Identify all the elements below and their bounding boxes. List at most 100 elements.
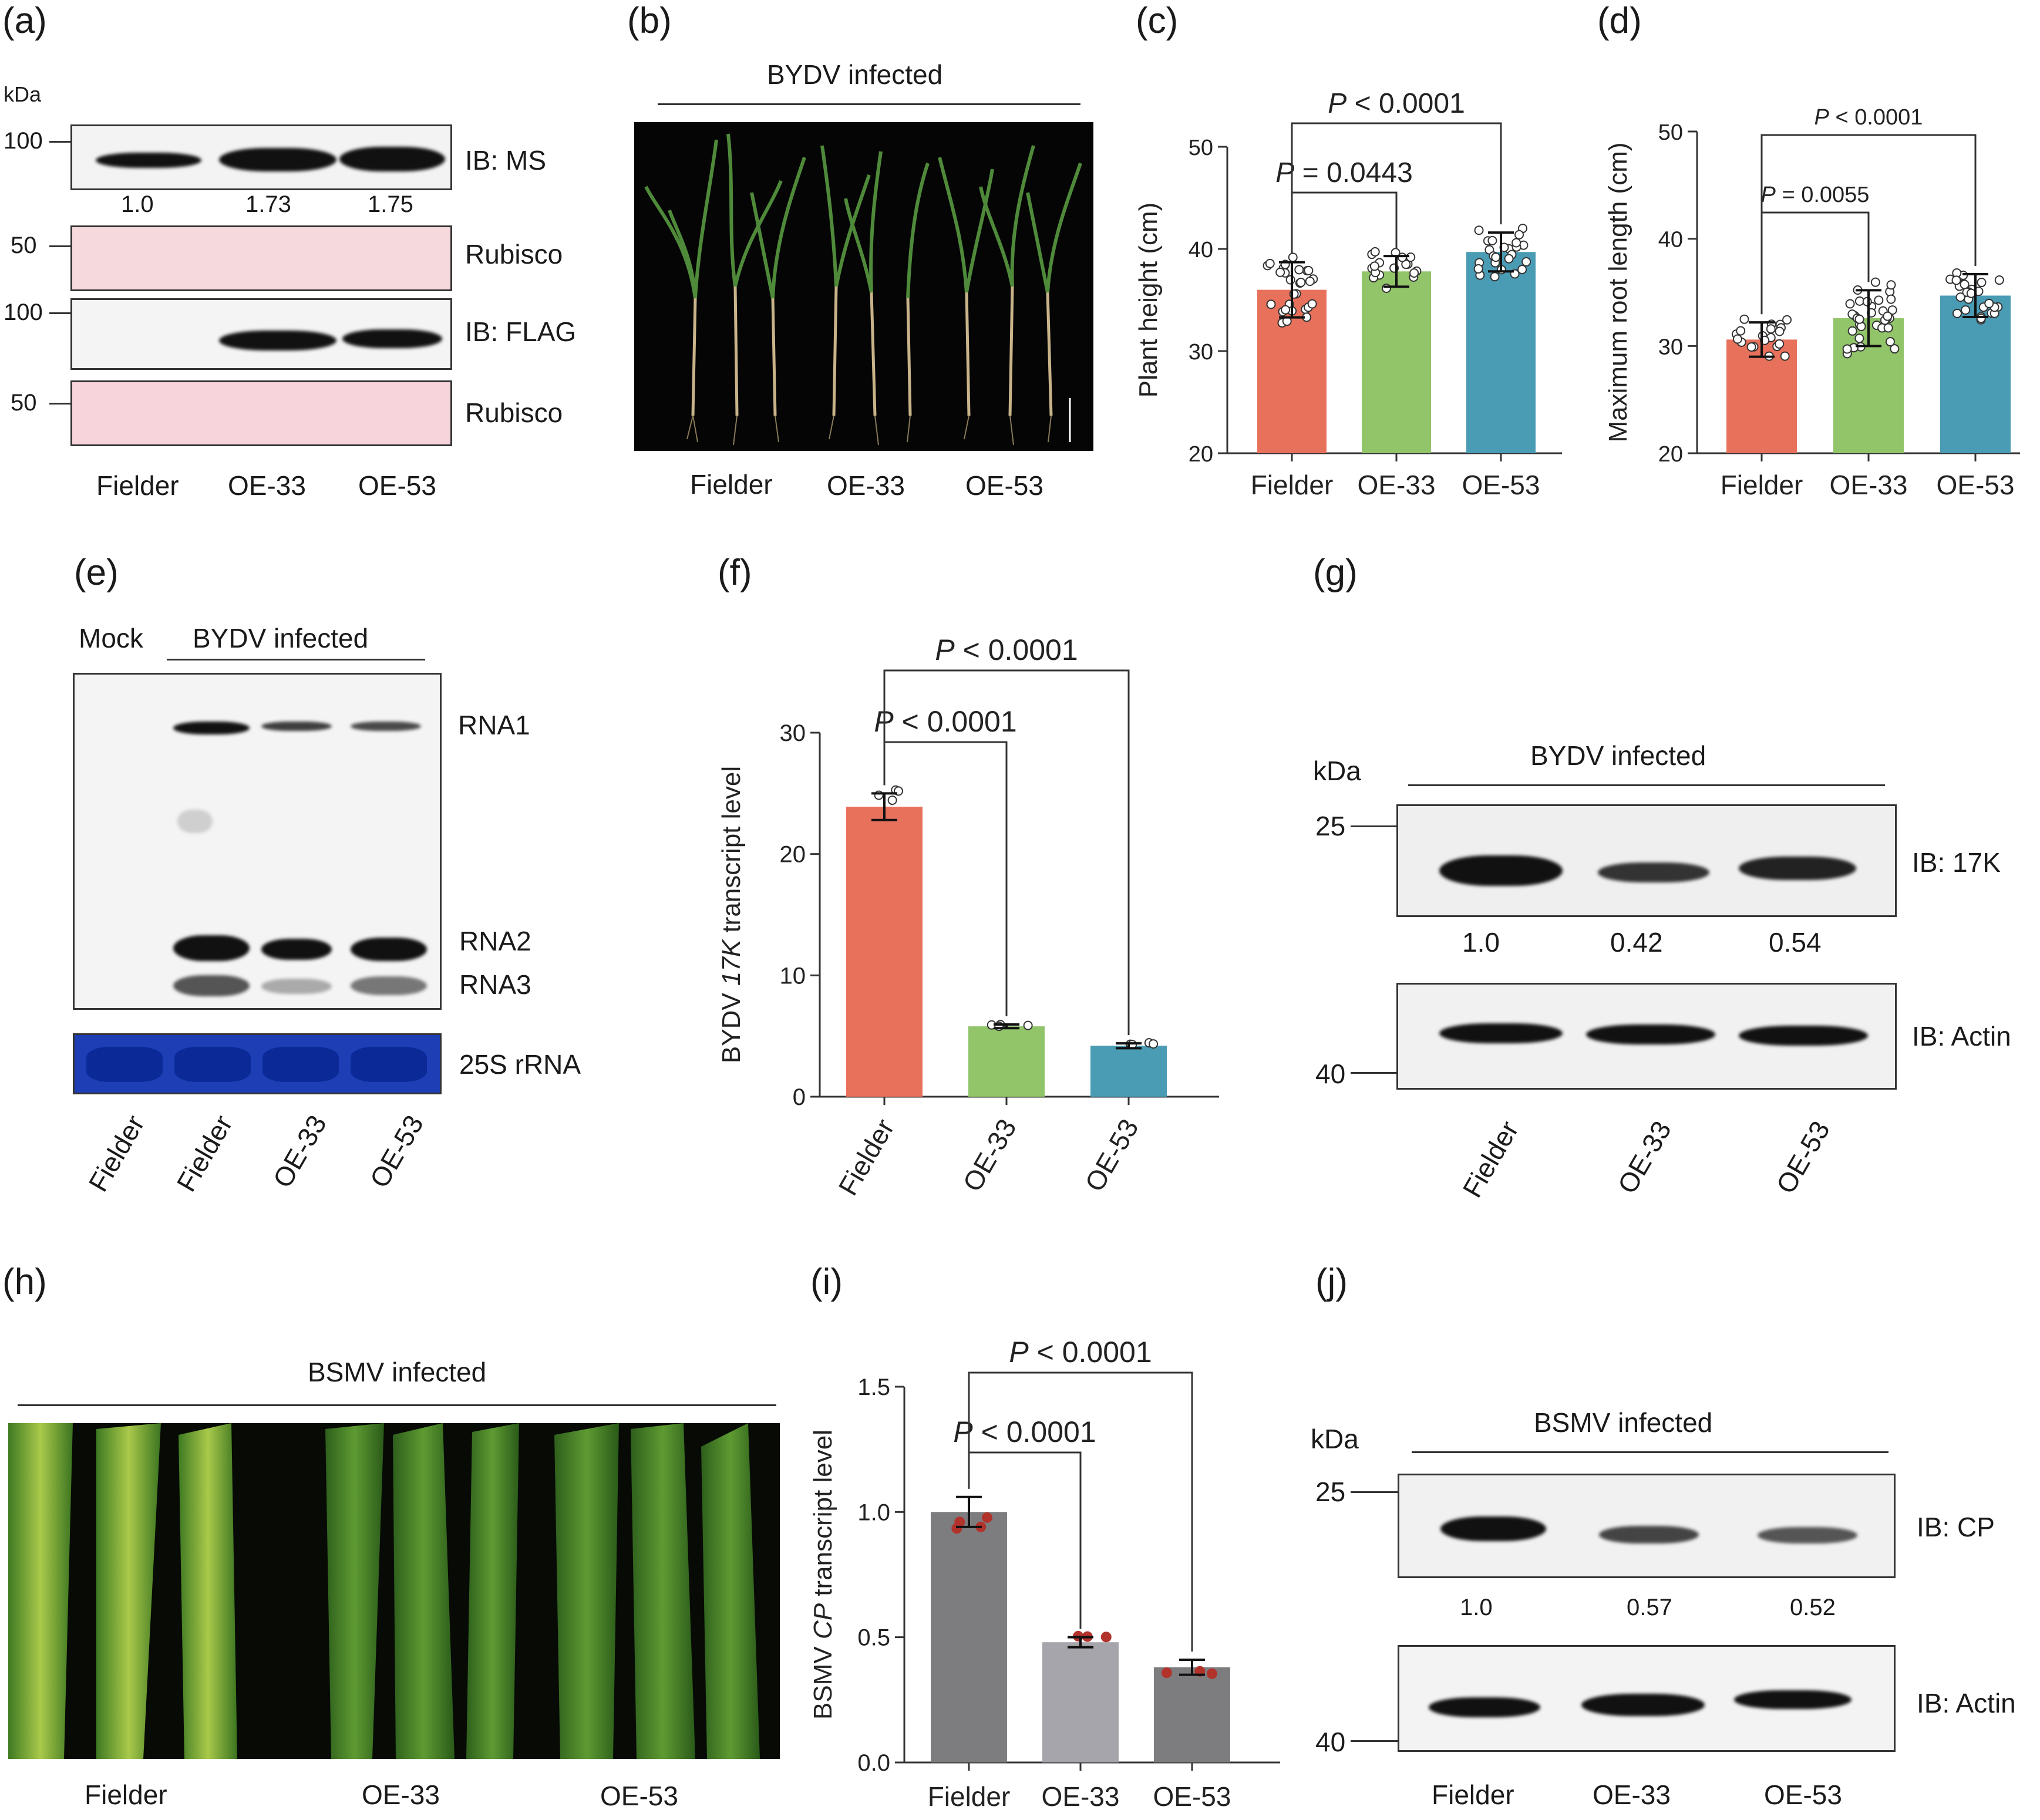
panel-label-f: (f): [718, 552, 752, 593]
data-point: [1294, 265, 1304, 275]
band-label-rna3: RNA3: [459, 969, 531, 1000]
blot-actin: [1396, 983, 1897, 1090]
blot-flag: [70, 298, 452, 370]
blot-label: IB: CP: [1917, 1512, 1995, 1542]
y-tick-label: 20: [1658, 442, 1683, 467]
header-line: [1408, 784, 1885, 786]
data-point: [887, 796, 897, 805]
data-point: [1369, 261, 1379, 271]
x-tick-label: OE-33: [1830, 470, 1908, 500]
data-point: [1285, 275, 1295, 285]
blot-rubisco: [70, 225, 452, 291]
panel-label-a: (a): [2, 1, 47, 41]
data-point: [1961, 305, 1971, 315]
lane-label: OE-53: [965, 470, 1043, 501]
rrna-stain: [73, 1033, 442, 1094]
stain-label: 25S rRNA: [459, 1049, 581, 1080]
x-tick-label: Fielder: [1721, 470, 1803, 500]
lane-label: OE-53: [1764, 1779, 1842, 1810]
y-axis-label: BSMV CP transcript level: [809, 1430, 837, 1720]
bar: [846, 807, 923, 1097]
marker-100: 100: [4, 128, 43, 154]
p-value-label: P = 0.0055: [1761, 183, 1870, 207]
lane-label: Fielder: [82, 1110, 150, 1197]
lane-label: OE-33: [827, 470, 905, 501]
lane-label: Fielder: [85, 1779, 167, 1810]
p-value-label: P < 0.0001: [1009, 1336, 1152, 1369]
panel-label-g: (g): [1313, 552, 1358, 593]
x-tick-label: OE-33: [957, 1114, 1022, 1197]
lane-label: OE-53: [358, 470, 436, 501]
marker-25: 25: [1315, 811, 1346, 841]
data-point: [1281, 305, 1291, 315]
panel-label-b: (b): [627, 1, 672, 41]
data-point: [1161, 1667, 1172, 1679]
y-tick-label: 50: [1189, 136, 1213, 160]
blot-rubisco: [70, 380, 452, 446]
chart-root-length: 20 30 40 50 Maximum root length (cm) Fielder O…: [1604, 105, 2020, 500]
p-value-label: P < 0.0001: [1328, 88, 1465, 119]
marker-tick: [49, 141, 70, 143]
x-tick-label: OE-33: [1358, 470, 1436, 500]
y-tick-label: 0.0: [857, 1750, 890, 1776]
data-point: [1381, 283, 1391, 293]
header-line: [18, 1404, 776, 1406]
data-point: [1739, 314, 1749, 324]
marker-tick: [1351, 1072, 1398, 1074]
y-tick-label: 0.5: [857, 1625, 890, 1651]
panel-header: BYDV infected: [193, 623, 369, 653]
blot-label: Rubisco: [465, 239, 563, 269]
quant-value: 1.75: [368, 191, 413, 217]
blot-label: IB: MS: [465, 145, 547, 176]
marker-tick: [49, 245, 70, 247]
x-tick-label: Fielder: [928, 1781, 1011, 1812]
data-point: [1883, 311, 1893, 321]
plant-photo: [634, 122, 1093, 451]
data-point: [1275, 267, 1285, 277]
data-point: [1149, 1039, 1159, 1049]
panel-header: BYDV infected: [1530, 740, 1706, 771]
data-point: [1746, 342, 1756, 352]
blot-actin: [1398, 1645, 1896, 1752]
bar: [1042, 1642, 1119, 1762]
quant-value: 1.0: [1462, 927, 1500, 958]
data-point: [1870, 277, 1880, 287]
bar: [968, 1026, 1045, 1097]
data-point: [1886, 337, 1896, 347]
marker-tick: [49, 403, 70, 405]
marker-40: 40: [1315, 1059, 1346, 1089]
y-axis-label: Plant height (cm): [1134, 203, 1163, 398]
y-tick-label: 1.5: [857, 1374, 890, 1400]
y-tick-label: 0: [793, 1084, 806, 1110]
data-point: [1766, 324, 1776, 334]
lane-label: Fielder: [1456, 1115, 1524, 1203]
marker-40: 40: [1315, 1727, 1346, 1757]
y-tick-label: 50: [1658, 120, 1683, 145]
data-point: [1984, 298, 1994, 308]
data-point: [1491, 252, 1501, 262]
y-tick-label: 1.0: [857, 1499, 890, 1525]
data-point: [1521, 257, 1531, 267]
significance-bracket: [1291, 122, 1502, 254]
data-point: [1307, 299, 1317, 309]
significance-bracket: [1760, 134, 1977, 315]
data-point: [1265, 258, 1275, 268]
panel-label-e: (e): [74, 552, 119, 593]
data-point: [1854, 333, 1864, 343]
quant-value: 0.42: [1610, 927, 1663, 958]
bar: [931, 1512, 1007, 1762]
marker-50: 50: [11, 390, 37, 416]
panel-label-j: (j): [1315, 1262, 1348, 1302]
chart-bsmv-cp: 0.0 0.5 1.0 1.5 BSMV CP transcript level Fiel…: [809, 1336, 1280, 1812]
data-point: [1504, 254, 1514, 264]
blot-label: Rubisco: [465, 397, 563, 428]
data-point: [1842, 344, 1852, 354]
data-point: [1862, 296, 1872, 306]
x-tick-label: OE-53: [1462, 470, 1540, 500]
bar: [1090, 1046, 1167, 1097]
data-point: [1886, 280, 1896, 290]
bar: [1362, 271, 1431, 453]
kda-label: kDa: [1311, 1424, 1359, 1454]
x-tick-label: OE-33: [1042, 1781, 1120, 1812]
marker-tick: [1351, 1491, 1398, 1493]
